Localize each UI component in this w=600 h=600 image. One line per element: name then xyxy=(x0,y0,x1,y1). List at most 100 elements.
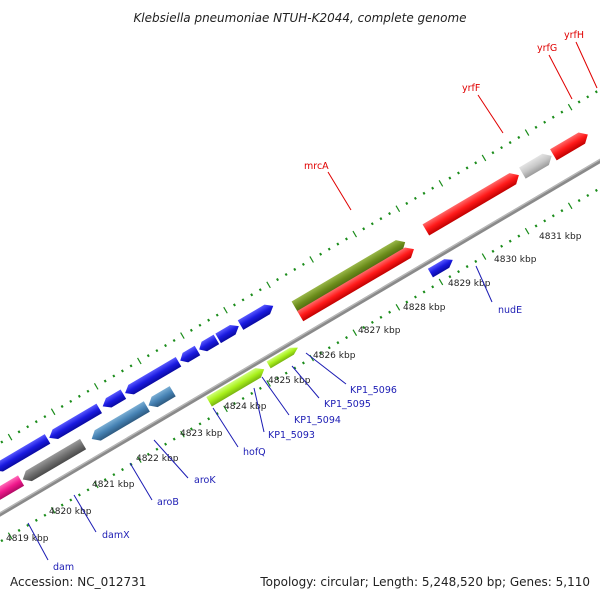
major-tick xyxy=(524,227,530,235)
accession-text: Accession: NC_012731 xyxy=(10,575,146,589)
gene-bar-nudE[interactable] xyxy=(427,256,455,278)
minor-tick xyxy=(103,478,107,482)
minor-tick xyxy=(500,146,504,150)
minor-tick xyxy=(215,313,219,317)
minor-tick xyxy=(0,539,4,543)
gene-label-yrfF[interactable]: yrfF xyxy=(462,83,504,134)
gene-bar[interactable] xyxy=(122,356,182,398)
minor-tick xyxy=(86,488,90,492)
minor-tick xyxy=(594,90,598,94)
gene-bar-aroK[interactable] xyxy=(146,386,176,411)
major-tick xyxy=(180,430,185,438)
minor-tick xyxy=(112,374,116,378)
minor-tick xyxy=(43,513,47,517)
gene-label-yrfH[interactable]: yrfH xyxy=(564,30,598,89)
svg-text:yrfF: yrfF xyxy=(462,83,480,94)
minor-tick xyxy=(26,425,30,429)
minor-tick xyxy=(517,135,521,140)
minor-tick xyxy=(543,120,547,124)
minor-tick xyxy=(422,191,426,195)
gene-label-damX[interactable]: damX xyxy=(73,494,130,541)
major-tick xyxy=(50,507,56,514)
minor-tick xyxy=(293,366,297,370)
gene-bar[interactable] xyxy=(196,334,220,355)
major-tick xyxy=(309,256,314,263)
minor-tick xyxy=(370,320,374,324)
minor-tick xyxy=(362,325,366,329)
gene-label-aroK[interactable]: aroK xyxy=(153,439,216,486)
gene-bar-yrfF[interactable] xyxy=(422,170,523,236)
minor-tick xyxy=(276,278,279,282)
scale-label: 4828 kbp xyxy=(403,303,446,313)
gene-bar-yrfG[interactable] xyxy=(519,150,555,179)
minor-tick xyxy=(551,115,555,119)
minor-tick xyxy=(577,199,581,203)
minor-tick xyxy=(431,285,435,289)
gene-bar[interactable] xyxy=(100,389,127,411)
gene-bar-mrcA[interactable] xyxy=(291,237,409,313)
gene-bar-damX[interactable] xyxy=(20,438,87,485)
minor-tick xyxy=(301,361,305,365)
gene-label-KP1_5094[interactable]: KP1_5094 xyxy=(261,376,341,426)
minor-tick xyxy=(250,391,254,395)
scale-label: 4830 kbp xyxy=(494,255,537,265)
gene-label-nudE[interactable]: nudE xyxy=(475,265,522,316)
minor-tick xyxy=(258,288,262,292)
svg-text:nudE: nudE xyxy=(498,305,522,316)
gene-bar-KP1_5093[interactable] xyxy=(266,344,300,369)
major-tick xyxy=(481,154,487,162)
major-tick xyxy=(438,278,444,286)
gene-label-KP1_5095[interactable]: KP1_5095 xyxy=(291,365,371,410)
minor-tick xyxy=(336,242,340,246)
gene-bar[interactable] xyxy=(177,345,201,366)
scale-label: 4822 kbp xyxy=(136,454,179,464)
gene-bar-hofQ[interactable] xyxy=(206,365,267,407)
gene-label-hofQ[interactable]: hofQ xyxy=(212,407,266,458)
minor-tick xyxy=(586,193,590,198)
gene-bar-dam[interactable] xyxy=(0,475,25,506)
minor-tick xyxy=(508,239,512,243)
minor-tick xyxy=(405,300,409,304)
gene-label-dam[interactable]: dam xyxy=(27,522,74,573)
minor-tick xyxy=(405,201,409,205)
gene-bar[interactable] xyxy=(215,321,241,344)
gene-bar-aroB[interactable] xyxy=(89,401,150,444)
minor-tick xyxy=(120,369,124,373)
scale-label: 4826 kbp xyxy=(313,351,356,361)
major-tick xyxy=(481,253,487,260)
gene-label-aroB[interactable]: aroB xyxy=(129,462,179,508)
minor-tick xyxy=(327,346,331,350)
minor-tick xyxy=(388,212,392,216)
minor-tick xyxy=(586,95,590,99)
gene-bar[interactable] xyxy=(297,244,417,322)
minor-tick xyxy=(189,328,193,332)
gene-bar[interactable] xyxy=(0,434,51,475)
gene-label-mrcA[interactable]: mrcA xyxy=(304,161,352,211)
minor-tick xyxy=(164,442,168,446)
minor-tick xyxy=(319,252,323,256)
scale-label: 4824 kbp xyxy=(224,402,267,412)
major-tick xyxy=(395,205,401,213)
minor-tick xyxy=(413,196,417,200)
scale-label: 4820 kbp xyxy=(49,507,92,517)
minor-tick xyxy=(388,310,392,314)
gene-label-yrfG[interactable]: yrfG xyxy=(537,43,573,100)
gene-label-KP1_5093[interactable]: KP1_5093 xyxy=(253,387,315,441)
major-tick xyxy=(567,202,573,210)
minor-tick xyxy=(465,264,469,269)
minor-tick xyxy=(17,528,21,532)
minor-tick xyxy=(474,259,478,264)
gene-bar[interactable] xyxy=(237,301,276,330)
gene-bar-yrfH[interactable] xyxy=(550,129,591,161)
minor-tick xyxy=(293,267,297,271)
minor-tick xyxy=(456,171,460,175)
minor-tick xyxy=(345,336,348,340)
minor-tick xyxy=(233,402,236,406)
gene-bar[interactable] xyxy=(46,403,103,443)
major-tick xyxy=(7,433,13,441)
minor-tick xyxy=(284,272,288,277)
minor-tick xyxy=(543,219,547,223)
major-tick xyxy=(352,329,358,337)
minor-tick xyxy=(155,447,159,451)
gene-label-KP1_5096[interactable]: KP1_5096 xyxy=(305,352,397,396)
